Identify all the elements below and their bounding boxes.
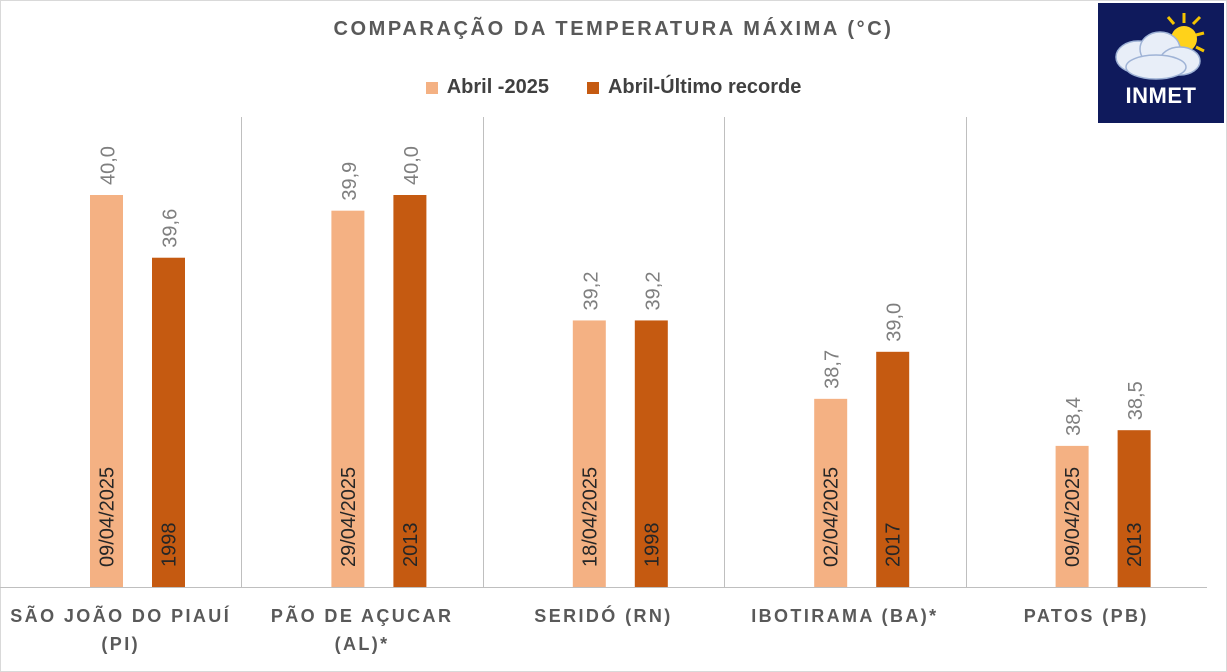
data-label: 39,2 xyxy=(580,272,602,311)
bar-inner-label: 1998 xyxy=(641,523,663,568)
data-label: 38,4 xyxy=(1063,397,1085,436)
legend-label-ultimo-recorde: Abril-Último recorde xyxy=(607,76,802,98)
bar-inner-label: 09/04/2025 xyxy=(1062,467,1084,567)
data-label: 39,2 xyxy=(642,272,664,311)
bar xyxy=(814,398,848,587)
bar xyxy=(152,257,185,587)
bar xyxy=(1055,445,1089,587)
sun-cloud-icon xyxy=(1115,13,1205,80)
legend-item-abril-2025: Abril -2025 xyxy=(425,76,549,99)
data-label: 38,7 xyxy=(822,350,844,389)
category-label: IBOTIRAMA (BA)* xyxy=(751,606,938,626)
bar-inner-label: 2013 xyxy=(1124,523,1146,568)
bar-inner-label: 2013 xyxy=(400,523,422,568)
bar-inner-label: 1998 xyxy=(159,523,181,568)
legend-swatch-abril-2025 xyxy=(425,81,438,94)
bar-inner-label: 29/04/2025 xyxy=(338,467,360,567)
legend-item-ultimo-recorde: Abril-Último recorde xyxy=(586,76,802,99)
category-label: SERIDÓ (RN) xyxy=(534,605,672,626)
chart-title: COMPARAÇÃO DA TEMPERATURA MÁXIMA (°C) xyxy=(333,18,894,40)
bar-inner-label: 18/04/2025 xyxy=(579,467,601,567)
data-label: 39,9 xyxy=(339,162,361,201)
bar xyxy=(393,195,427,587)
category-label: PATOS (PB) xyxy=(1024,606,1149,626)
category-label: SÃO JOÃO DO PIAUÍ xyxy=(10,605,231,626)
bar-inner-label: 09/04/2025 xyxy=(97,467,119,567)
data-label: 40,0 xyxy=(98,146,120,185)
legend: Abril -2025 Abril-Último recorde xyxy=(0,76,1227,99)
logo-text: INMET xyxy=(1125,83,1197,108)
bar-inner-label: 02/04/2025 xyxy=(821,467,843,567)
bar xyxy=(634,320,668,587)
category-label: (AL)* xyxy=(335,634,390,654)
bar-inner-label: 2017 xyxy=(883,523,905,568)
inmet-logo: INMET xyxy=(1098,3,1224,123)
data-label: 40,0 xyxy=(401,146,423,185)
category-label: (PI) xyxy=(101,634,140,654)
data-label: 39,6 xyxy=(160,209,182,248)
data-label: 39,0 xyxy=(884,303,906,342)
data-label: 38,5 xyxy=(1125,381,1147,420)
legend-swatch-ultimo-recorde xyxy=(586,81,599,94)
bar xyxy=(572,320,606,587)
category-label: PÃO DE AÇUCAR xyxy=(271,605,454,626)
bar xyxy=(1117,430,1151,587)
bar xyxy=(331,210,365,587)
bar xyxy=(90,195,123,587)
legend-label-abril-2025: Abril -2025 xyxy=(446,76,549,98)
bar xyxy=(876,351,910,587)
